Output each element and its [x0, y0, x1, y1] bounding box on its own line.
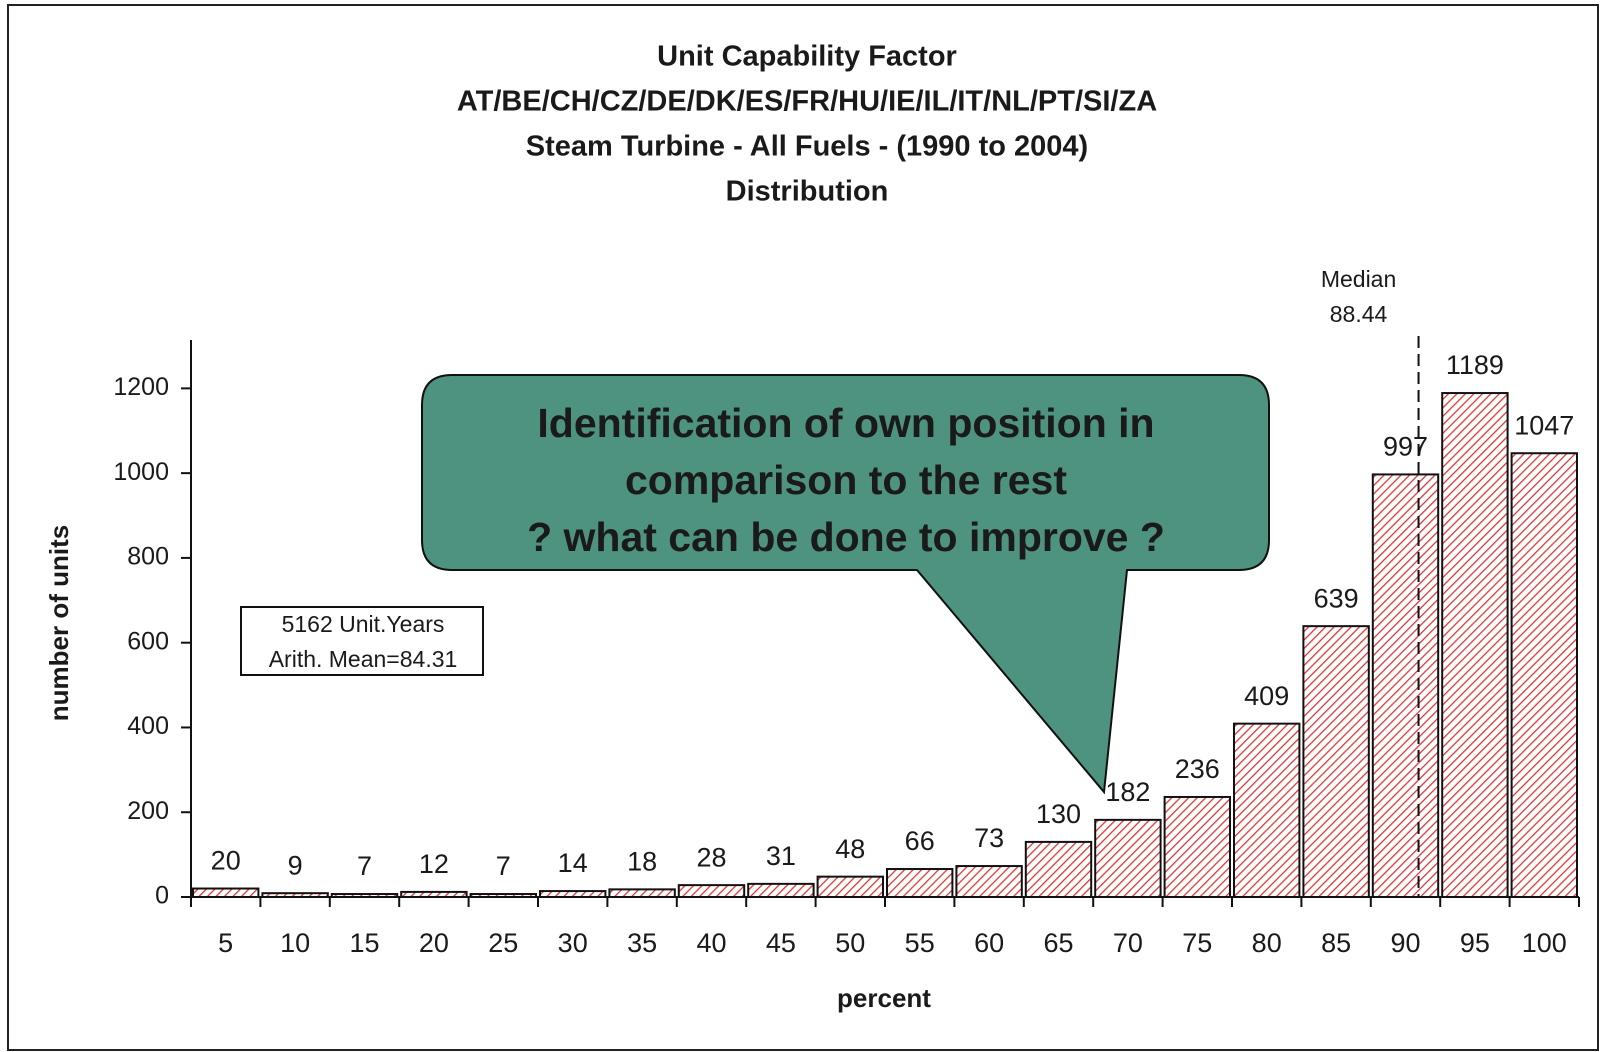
value-label: 409 — [1244, 681, 1289, 711]
x-tick-label: 65 — [1043, 928, 1073, 958]
value-label: 1047 — [1514, 410, 1574, 440]
bar — [469, 893, 538, 899]
value-label: 66 — [905, 826, 935, 856]
callout-text: ? what can be done to improve ? — [527, 514, 1165, 560]
chart-title: Unit Capability Factor — [657, 41, 957, 73]
x-tick-label: 100 — [1522, 928, 1567, 958]
bar — [816, 875, 884, 899]
x-tick-label: 85 — [1321, 928, 1351, 958]
median-label: Median — [1321, 266, 1396, 292]
callout-text: Identification of own position in — [537, 400, 1154, 446]
x-tick-label: 5 — [218, 928, 233, 958]
value-label: 7 — [496, 851, 511, 881]
info-text: 5162 Unit.Years — [282, 611, 445, 637]
bar — [886, 868, 954, 899]
x-tick-label: 60 — [974, 928, 1004, 958]
bar — [330, 893, 399, 899]
value-label: 236 — [1175, 754, 1220, 784]
bar — [192, 887, 260, 898]
bar — [1302, 625, 1370, 898]
y-tick-label: 1000 — [113, 458, 169, 486]
value-label: 73 — [974, 823, 1004, 853]
value-label: 130 — [1036, 799, 1081, 829]
callout-text: comparison to the rest — [625, 457, 1067, 503]
x-tick-label: 50 — [835, 928, 865, 958]
value-label: 7 — [357, 851, 372, 881]
x-tick-label: 20 — [419, 928, 449, 958]
median-value: 88.44 — [1330, 301, 1388, 327]
bar — [261, 892, 329, 898]
bar — [955, 865, 1023, 898]
info-text: Arith. Mean=84.31 — [269, 646, 458, 672]
y-tick-label: 400 — [127, 712, 169, 740]
value-label: 12 — [419, 849, 449, 879]
info-box — [240, 606, 484, 676]
value-label: 1189 — [1446, 350, 1504, 380]
bar — [1163, 795, 1231, 898]
x-tick-label: 55 — [905, 928, 935, 958]
y-tick-label: 200 — [127, 797, 169, 825]
bar — [1510, 452, 1578, 898]
x-tick-label: 35 — [627, 928, 657, 958]
bar — [608, 888, 676, 899]
x-tick-label: 80 — [1252, 928, 1282, 958]
chart-title: Distribution — [726, 176, 889, 208]
value-label: 639 — [1314, 583, 1359, 613]
bar — [747, 882, 815, 899]
x-tick-label: 75 — [1182, 928, 1212, 958]
x-tick-label: 90 — [1390, 928, 1420, 958]
value-label: 31 — [766, 841, 796, 871]
value-label: 28 — [696, 842, 726, 872]
value-label: 997 — [1383, 432, 1428, 462]
callout — [421, 374, 1270, 795]
bar — [677, 884, 746, 899]
x-tick-label: 15 — [349, 928, 379, 958]
bar — [1024, 840, 1093, 899]
bar — [1094, 818, 1162, 898]
x-tick-label: 95 — [1460, 928, 1490, 958]
value-label: 14 — [558, 848, 588, 878]
x-tick-label: 10 — [280, 928, 310, 958]
value-label: 9 — [288, 850, 303, 880]
value-label: 20 — [211, 846, 241, 876]
value-label: 182 — [1105, 777, 1150, 807]
value-label: 48 — [835, 834, 865, 864]
chart-title: Steam Turbine - All Fuels - (1990 to 200… — [526, 131, 1088, 163]
bar — [1371, 473, 1440, 898]
x-tick-label: 40 — [696, 928, 726, 958]
x-tick-label: 30 — [558, 928, 588, 958]
x-tick-label: 45 — [766, 928, 796, 958]
bar — [1441, 392, 1509, 898]
chart-title: AT/BE/CH/CZ/DE/DK/ES/FR/HU/IE/IL/IT/NL/P… — [457, 86, 1157, 118]
x-axis-label: percent — [837, 983, 931, 1013]
y-tick-label: 1200 — [113, 373, 169, 401]
bar — [1233, 722, 1301, 898]
y-axis-label: number of units — [44, 525, 74, 721]
value-label: 18 — [627, 846, 657, 876]
bar — [539, 890, 607, 899]
x-tick-label: 70 — [1113, 928, 1143, 958]
bar — [400, 890, 468, 898]
y-tick-label: 0 — [155, 882, 169, 910]
y-tick-label: 600 — [127, 627, 169, 655]
x-tick-label: 25 — [488, 928, 518, 958]
y-tick-label: 800 — [127, 543, 169, 571]
